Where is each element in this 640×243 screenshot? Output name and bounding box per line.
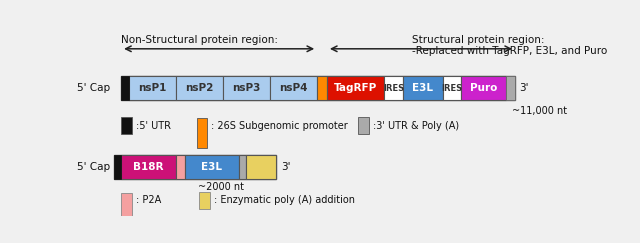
Bar — [114, 155, 276, 179]
Bar — [121, 155, 176, 179]
Bar — [121, 76, 129, 100]
Bar — [506, 76, 515, 100]
Bar — [239, 155, 246, 179]
Text: Non-Structural protein region:: Non-Structural protein region: — [120, 35, 278, 45]
Bar — [317, 76, 327, 100]
Bar — [199, 192, 210, 209]
Bar — [196, 118, 207, 148]
Bar — [185, 155, 239, 179]
Text: Puro: Puro — [470, 83, 497, 93]
Bar — [443, 76, 461, 100]
Text: TagRFP: TagRFP — [334, 83, 377, 93]
Bar — [176, 76, 223, 100]
Text: nsP4: nsP4 — [279, 83, 308, 93]
Bar — [327, 76, 384, 100]
Text: 3': 3' — [281, 162, 291, 172]
Text: 3': 3' — [519, 83, 529, 93]
Text: : Enzymatic poly (A) addition: : Enzymatic poly (A) addition — [214, 195, 355, 205]
Bar — [121, 117, 132, 134]
Text: nsP3: nsP3 — [232, 83, 260, 93]
Text: :3' UTR & Poly (A): :3' UTR & Poly (A) — [372, 121, 459, 130]
Bar — [223, 76, 270, 100]
Text: : P2A: : P2A — [136, 195, 161, 205]
Text: IRES: IRES — [383, 84, 404, 93]
Text: :5' UTR: :5' UTR — [136, 121, 171, 130]
Bar — [246, 155, 276, 179]
Bar — [121, 192, 132, 219]
Text: 5' Cap: 5' Cap — [77, 83, 110, 93]
Bar — [403, 76, 443, 100]
Bar — [384, 76, 403, 100]
Text: ~11,000 nt: ~11,000 nt — [511, 106, 566, 116]
Bar — [176, 155, 185, 179]
Bar — [270, 76, 317, 100]
Text: ~2000 nt: ~2000 nt — [198, 182, 244, 192]
Bar — [121, 76, 515, 100]
Text: Structural protein region:
-Replaced with TagRFP, E3L, and Puro: Structural protein region: -Replaced wit… — [412, 35, 607, 56]
Text: 5' Cap: 5' Cap — [77, 162, 110, 172]
Text: IRES: IRES — [442, 84, 463, 93]
Bar — [129, 76, 176, 100]
Text: nsP1: nsP1 — [138, 83, 166, 93]
Text: B18R: B18R — [133, 162, 164, 172]
Bar — [461, 76, 506, 100]
Text: E3L: E3L — [202, 162, 223, 172]
Bar — [358, 117, 369, 134]
Bar — [114, 155, 121, 179]
Text: : 26S Subgenomic promoter: : 26S Subgenomic promoter — [211, 121, 348, 130]
Text: nsP2: nsP2 — [185, 83, 214, 93]
Text: E3L: E3L — [412, 83, 433, 93]
